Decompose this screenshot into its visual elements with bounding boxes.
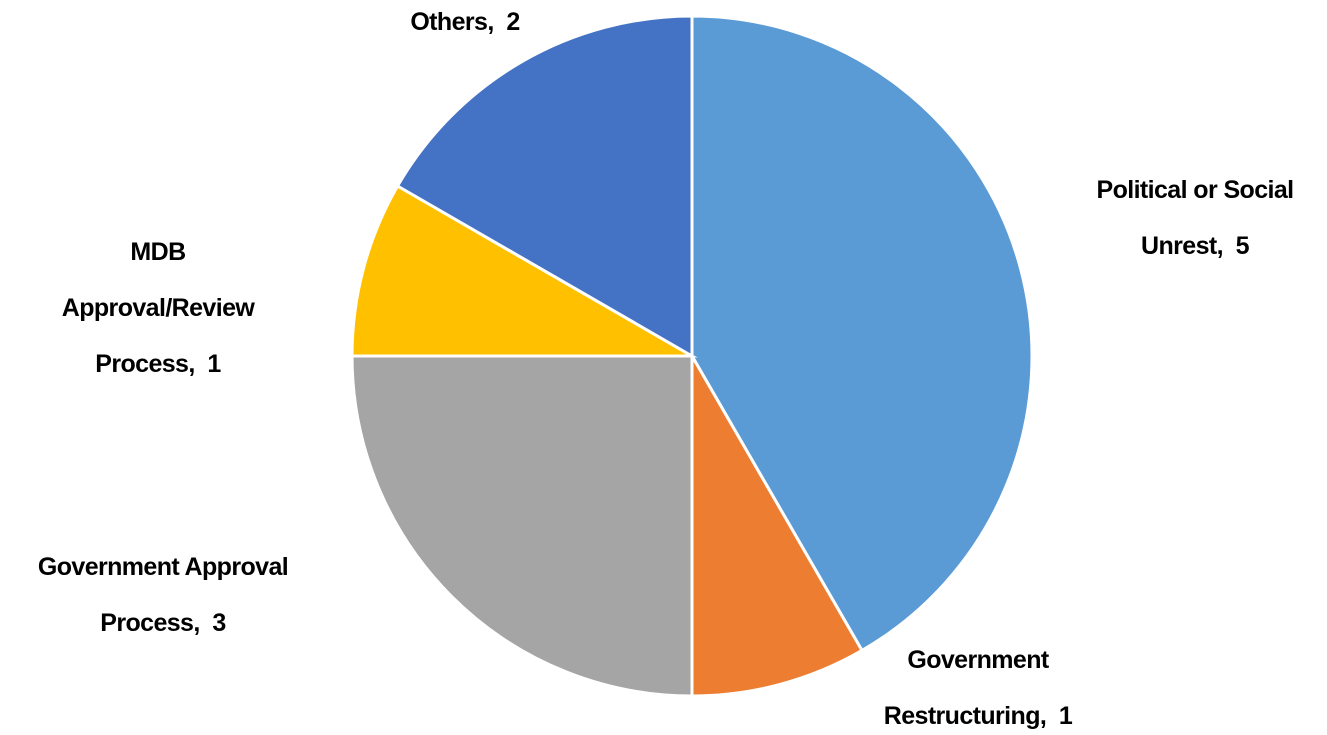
data-label: Government Approval Process, 3 bbox=[16, 539, 311, 651]
value-label: 2 bbox=[506, 8, 520, 36]
category-name: Government Approval Process bbox=[37, 553, 295, 637]
label-separator: , bbox=[1039, 702, 1059, 730]
pie-slice bbox=[350, 354, 694, 698]
category-name: Others bbox=[410, 8, 488, 36]
category-name: MDB Approval/Review Process bbox=[61, 238, 261, 378]
value-label: 3 bbox=[212, 609, 226, 637]
value-label: 1 bbox=[1058, 702, 1073, 730]
pie-slice bbox=[690, 350, 865, 698]
label-separator: , bbox=[193, 609, 213, 637]
pie-slice bbox=[395, 14, 694, 359]
value-label: 5 bbox=[1235, 232, 1250, 260]
pie-slice bbox=[690, 14, 1034, 653]
value-label: 1 bbox=[207, 350, 221, 378]
data-label: Government Restructuring, 1 bbox=[861, 632, 1096, 735]
data-label: Political or Social Unrest, 5 bbox=[1064, 162, 1326, 274]
label-separator: , bbox=[188, 350, 208, 378]
label-separator: , bbox=[487, 8, 507, 36]
pie-slice bbox=[350, 183, 698, 358]
category-name: Political or Social Unrest bbox=[1096, 176, 1300, 260]
category-name: Government Restructuring bbox=[883, 646, 1055, 730]
data-label: Others, 2 bbox=[365, 0, 565, 50]
data-label: MDB Approval/Review Process, 1 bbox=[58, 224, 258, 392]
label-separator: , bbox=[1216, 232, 1236, 260]
